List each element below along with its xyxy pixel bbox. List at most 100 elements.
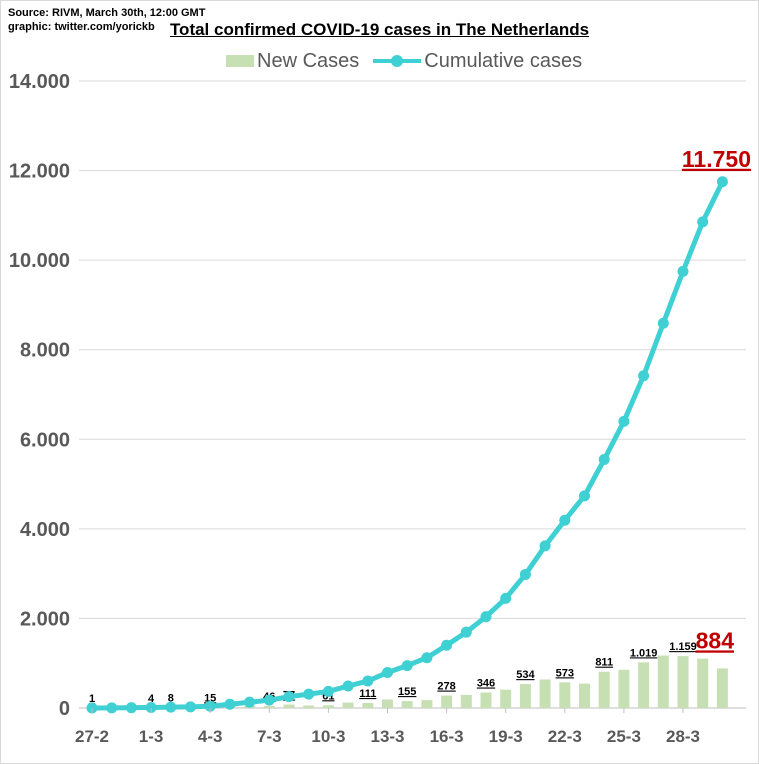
new-cases-bar [342,702,354,708]
new-cases-bar [697,658,709,708]
cumulative-point [342,680,354,692]
cumulative-point [638,370,650,382]
cumulative-point [657,317,669,329]
x-tick-label: 28-3 [666,727,700,746]
y-tick-label: 12.000 [9,161,70,183]
x-tick-label: 13-3 [370,727,404,746]
x-tick-label: 7-3 [257,727,282,746]
x-tick-label: 25-3 [607,727,641,746]
new-cases-bar [283,704,295,708]
bar-data-label: 278 [437,681,455,693]
source-line: Source: RIVM, March 30th, 12:00 GMT [8,7,206,19]
y-tick-label: 0 [59,698,70,720]
cumulative-point [362,675,374,687]
new-cases-bar [618,669,630,708]
new-cases-bar [441,695,453,708]
bar-data-label: 573 [556,667,574,679]
cumulative-point [539,540,551,552]
new-cases-bar [362,703,374,708]
cumulative-point [598,454,610,466]
y-tick-label: 6.000 [20,429,70,451]
cumulative-point [401,660,413,672]
legend-label-cumulative: Cumulative cases [424,49,583,72]
cumulative-point [244,696,256,708]
y-axis: 0 2.000 4.000 6.000 8.000 10.000 12.000 14.000 [9,71,70,720]
cumulative-point [106,702,118,714]
new-cases-bar [519,684,531,708]
y-tick-label: 10.000 [9,250,70,272]
cumulative-line [86,176,728,714]
new-cases-bar [480,692,492,708]
cumulative-point [224,698,236,710]
cumulative-point [677,265,689,277]
bar-data-label: 534 [516,669,535,681]
callouts: 11.750 884 [682,146,751,654]
cumulative-point [697,216,709,228]
new-cases-bar [382,699,393,708]
cumulative-point [441,639,453,651]
bar-data-label: 111 [359,688,376,700]
cumulative-point [618,415,630,427]
bar-data-label: 15 [204,692,216,704]
new-cases-bar [460,694,472,708]
cumulative-point [519,568,531,580]
chart-title: Total confirmed COVID-19 cases in The Ne… [169,20,590,39]
new-cases-bar [500,689,512,708]
x-tick-label: 16-3 [430,727,464,746]
new-cases-bar [579,683,590,708]
legend-label-new-cases: New Cases [257,49,360,72]
new-cases-bar [638,662,650,708]
cumulative-point [185,701,196,713]
new-cases-bar [303,705,315,708]
cumulative-point [579,490,590,502]
cumulative-point [559,514,571,526]
cumulative-point [125,702,137,714]
new-cases-bar [677,656,689,708]
new-cases-bar [263,705,275,708]
new-cases-bar [322,705,334,708]
legend-item-new-cases: New Cases [226,50,359,73]
cumulative-point [283,691,295,703]
new-cases-bar [539,679,551,708]
cumulative-point [460,626,472,638]
new-cases-bar [421,700,433,708]
new-cases-bar [598,671,610,708]
cumulative-point [716,176,728,188]
bar-data-label: 4 [148,693,155,705]
cumulative-point [86,702,98,714]
chart-legend: New Cases Cumulative cases [226,48,596,74]
y-tick-label: 14.000 [9,71,70,93]
bar-data-label: 1.159 [669,641,697,653]
cumulative-point [303,688,315,700]
y-tick-label: 8.000 [20,340,70,362]
cumulative-point [500,592,512,604]
x-tick-label: 4-3 [198,727,223,746]
cumulative-point [165,701,177,713]
bar-data-label: 1 [89,693,95,705]
y-tick-label: 4.000 [20,519,70,541]
x-axis: 27-2 1-3 4-3 7-3 10-3 13-3 16-3 19-3 22-3 25-3 28-… [75,708,700,746]
cumulative-point [480,611,492,623]
x-tick-label: 1-3 [139,727,164,746]
legend-swatch-bar [226,55,254,67]
graphic-credit: graphic: twitter.com/yorickb [8,21,155,33]
new-cases-bar [559,682,571,708]
x-tick-label: 27-2 [75,727,109,746]
bar-data-label: 346 [477,678,495,690]
bar-data-label: 155 [398,686,416,698]
bar-data-label: 1.019 [630,647,658,659]
new-cases-bar [716,668,728,708]
cumulative-point [263,694,275,706]
x-tick-label: 22-3 [548,727,582,746]
bar-data-label: 811 [595,657,613,669]
cumulative-last-value: 11.750 [682,146,751,172]
cumulative-point [382,667,393,679]
new-cases-bar [401,701,413,708]
cumulative-point [204,700,216,712]
new-cases-last-value: 884 [696,627,735,653]
new-cases-bar [657,655,669,708]
x-tick-label: 10-3 [311,727,345,746]
legend-swatch-line [373,55,422,67]
cumulative-line-path [91,180,725,711]
